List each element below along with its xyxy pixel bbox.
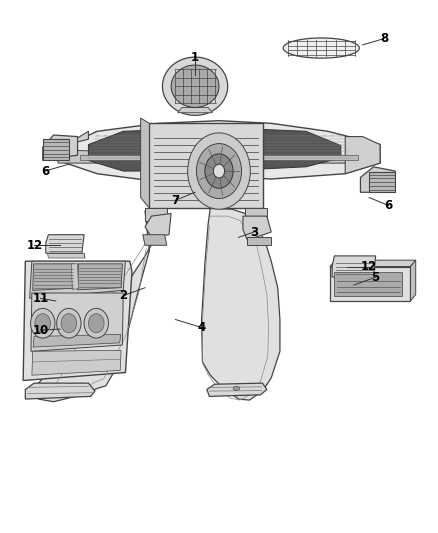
Circle shape — [57, 309, 81, 338]
Polygon shape — [330, 260, 416, 266]
Polygon shape — [360, 167, 395, 192]
Polygon shape — [32, 350, 121, 375]
Polygon shape — [71, 264, 78, 289]
Polygon shape — [58, 131, 88, 150]
Circle shape — [31, 309, 55, 338]
Polygon shape — [58, 150, 380, 163]
Polygon shape — [171, 65, 219, 108]
Text: 3: 3 — [250, 225, 258, 239]
Polygon shape — [345, 136, 380, 174]
Text: 4: 4 — [198, 321, 206, 334]
Polygon shape — [33, 334, 120, 347]
Polygon shape — [247, 237, 271, 245]
Polygon shape — [88, 127, 341, 171]
Polygon shape — [334, 272, 402, 296]
Circle shape — [213, 164, 225, 178]
Text: 12: 12 — [361, 260, 377, 273]
Text: 6: 6 — [385, 199, 393, 212]
Circle shape — [196, 143, 242, 199]
Circle shape — [84, 309, 109, 338]
Text: 10: 10 — [32, 324, 49, 337]
Text: 1: 1 — [191, 51, 199, 63]
Polygon shape — [23, 261, 132, 381]
Ellipse shape — [233, 386, 240, 391]
Polygon shape — [162, 57, 228, 115]
Polygon shape — [283, 38, 359, 58]
Polygon shape — [141, 118, 149, 208]
Text: 6: 6 — [41, 165, 49, 177]
Polygon shape — [332, 256, 376, 277]
Polygon shape — [410, 260, 416, 301]
Circle shape — [61, 314, 77, 333]
Polygon shape — [369, 172, 395, 192]
Polygon shape — [149, 123, 262, 208]
Polygon shape — [145, 214, 171, 237]
Polygon shape — [178, 108, 212, 113]
Polygon shape — [143, 235, 167, 245]
Polygon shape — [243, 216, 271, 240]
Polygon shape — [145, 208, 167, 221]
Text: 12: 12 — [26, 239, 42, 252]
Polygon shape — [47, 253, 85, 258]
Text: 5: 5 — [371, 271, 380, 284]
Polygon shape — [39, 211, 165, 402]
Polygon shape — [30, 261, 125, 298]
Polygon shape — [245, 208, 267, 221]
Text: 7: 7 — [171, 193, 180, 207]
Circle shape — [35, 314, 50, 333]
Text: 11: 11 — [32, 292, 49, 305]
Text: 8: 8 — [380, 32, 389, 45]
Polygon shape — [58, 120, 380, 182]
Polygon shape — [46, 235, 84, 253]
Polygon shape — [33, 264, 74, 290]
Polygon shape — [330, 266, 410, 301]
Polygon shape — [334, 277, 377, 282]
Circle shape — [205, 154, 233, 188]
Circle shape — [88, 314, 104, 333]
Polygon shape — [25, 383, 95, 399]
Polygon shape — [43, 135, 78, 160]
Polygon shape — [80, 155, 358, 160]
Polygon shape — [78, 264, 122, 290]
Polygon shape — [207, 383, 267, 397]
Polygon shape — [43, 139, 69, 160]
Polygon shape — [201, 208, 280, 400]
Text: 2: 2 — [119, 289, 127, 302]
Circle shape — [187, 133, 251, 209]
Polygon shape — [31, 293, 123, 351]
